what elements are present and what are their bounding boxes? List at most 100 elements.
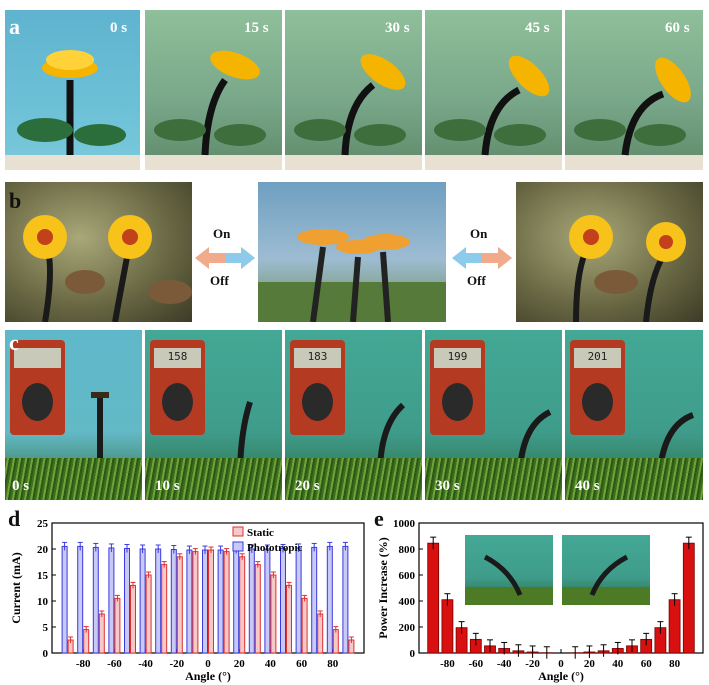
meter-display: 201 — [574, 347, 621, 369]
bar-static — [130, 584, 136, 654]
x-tick-label: 0 — [205, 658, 211, 670]
y-tick-label: 0 — [43, 648, 49, 660]
x-tick-label: 80 — [327, 658, 339, 670]
bar-power — [427, 542, 440, 654]
switch-off-label: Off — [467, 273, 486, 288]
flower-illustration — [285, 54, 422, 170]
bar-phototropic — [233, 549, 240, 654]
bar-phototropic — [311, 546, 318, 654]
bar-phototropic — [170, 549, 177, 654]
y-tick-label: 10 — [37, 596, 49, 608]
y-axis-label: Current (mA) — [9, 552, 23, 623]
x-tick-label: 40 — [612, 658, 624, 670]
switch-off-label: Off — [210, 273, 229, 288]
bar-power — [668, 599, 681, 654]
chart-e: 0 200 400 600 800 1000 -80 -60 -40 -20 0 20 40 60 80 An… — [376, 518, 704, 683]
meter-dial — [162, 382, 193, 421]
bar-static — [317, 613, 324, 654]
meter-dial — [582, 382, 613, 421]
y-tick-label: 15 — [37, 570, 49, 582]
bar-static — [301, 597, 308, 654]
bar-static — [223, 551, 230, 654]
inset-photo-left — [465, 535, 553, 605]
panel-c-photo-3: 199 — [425, 330, 562, 500]
inset-photo-right — [562, 535, 650, 605]
grass — [145, 457, 282, 500]
panel-b-photo-left — [5, 182, 192, 322]
switch-on-label: On — [470, 226, 488, 241]
x-tick-label: 20 — [584, 658, 596, 670]
bar-static — [208, 549, 214, 654]
time-label: 40 s — [575, 478, 600, 494]
bar-phototropic — [155, 548, 162, 654]
grass — [5, 457, 142, 500]
double-arrow-icon — [195, 247, 255, 269]
time-label: 15 s — [244, 20, 269, 36]
bar-static — [286, 584, 292, 654]
panel-b-photo-center — [258, 182, 446, 322]
panel-a-photo-2 — [285, 10, 422, 170]
bar-phototropic — [280, 547, 286, 654]
bar-phototropic — [92, 546, 99, 654]
panel-a-letter: a — [9, 14, 20, 39]
y-tick-label: 400 — [399, 596, 416, 608]
time-label: 45 s — [525, 20, 550, 36]
bar-phototropic — [186, 549, 193, 654]
x-tick-label: 60 — [296, 658, 308, 670]
bar-phototropic — [124, 547, 130, 654]
meter-display: 199 — [434, 347, 481, 369]
meter-dial — [302, 382, 333, 421]
panel-b-photo-right — [516, 182, 703, 322]
x-tick-label: 80 — [669, 658, 681, 670]
switch-on-label: On — [213, 226, 231, 241]
y-tick-label: 600 — [399, 570, 416, 582]
y-tick-label: 20 — [37, 544, 49, 556]
x-tick-label: -60 — [107, 658, 122, 670]
x-tick-label: 0 — [558, 658, 564, 670]
bar-power — [441, 599, 454, 654]
panel-b-letter: b — [9, 188, 22, 213]
flower-illustration — [5, 50, 140, 170]
meter-display: 158 — [154, 347, 201, 369]
panel-a-photo-4 — [565, 10, 703, 170]
panel-d-letter: d — [8, 506, 21, 531]
bar-static — [145, 574, 152, 654]
panel-c-photo-2: 183 — [285, 330, 422, 500]
multimeter: 201 — [570, 340, 625, 435]
meter-dial — [22, 382, 53, 421]
time-label: 0 s — [12, 478, 30, 494]
bar-static — [114, 597, 121, 654]
panel-e-letter: e — [374, 506, 384, 531]
bar-power — [682, 542, 695, 654]
multimeter: 199 — [430, 340, 485, 435]
double-arrow-icon — [452, 247, 512, 269]
time-label: 30 s — [435, 478, 460, 494]
bar-phototropic — [295, 547, 302, 654]
bar-static — [98, 613, 105, 654]
time-label: 0 s — [110, 20, 128, 36]
bar-static — [176, 556, 183, 654]
bar-phototropic — [202, 549, 208, 654]
bar-static — [254, 564, 261, 654]
y-tick-label: 800 — [399, 544, 416, 556]
y-tick-label: 0 — [410, 648, 416, 660]
bar-phototropic — [108, 547, 115, 654]
inset-stem-illustration — [562, 554, 650, 605]
x-axis-label: Angle (°) — [185, 669, 231, 683]
time-label: 60 s — [665, 20, 690, 36]
meter-display — [14, 347, 61, 369]
bar-phototropic — [217, 549, 224, 654]
legend-label: Phototropic — [247, 542, 303, 554]
x-axis-label: Angle (°) — [538, 669, 584, 683]
multimeter — [10, 340, 65, 435]
x-tick-label: 60 — [641, 658, 653, 670]
x-tick-label: -60 — [468, 658, 483, 670]
y-tick-label: 5 — [43, 622, 49, 634]
legend-label: Static — [247, 527, 274, 539]
time-label: 10 s — [155, 478, 180, 494]
bar-phototropic — [264, 548, 271, 654]
y-tick-label: 25 — [37, 518, 49, 530]
y-tick-label: 200 — [399, 622, 416, 634]
bar-static — [192, 551, 199, 654]
bar-static — [239, 556, 246, 654]
